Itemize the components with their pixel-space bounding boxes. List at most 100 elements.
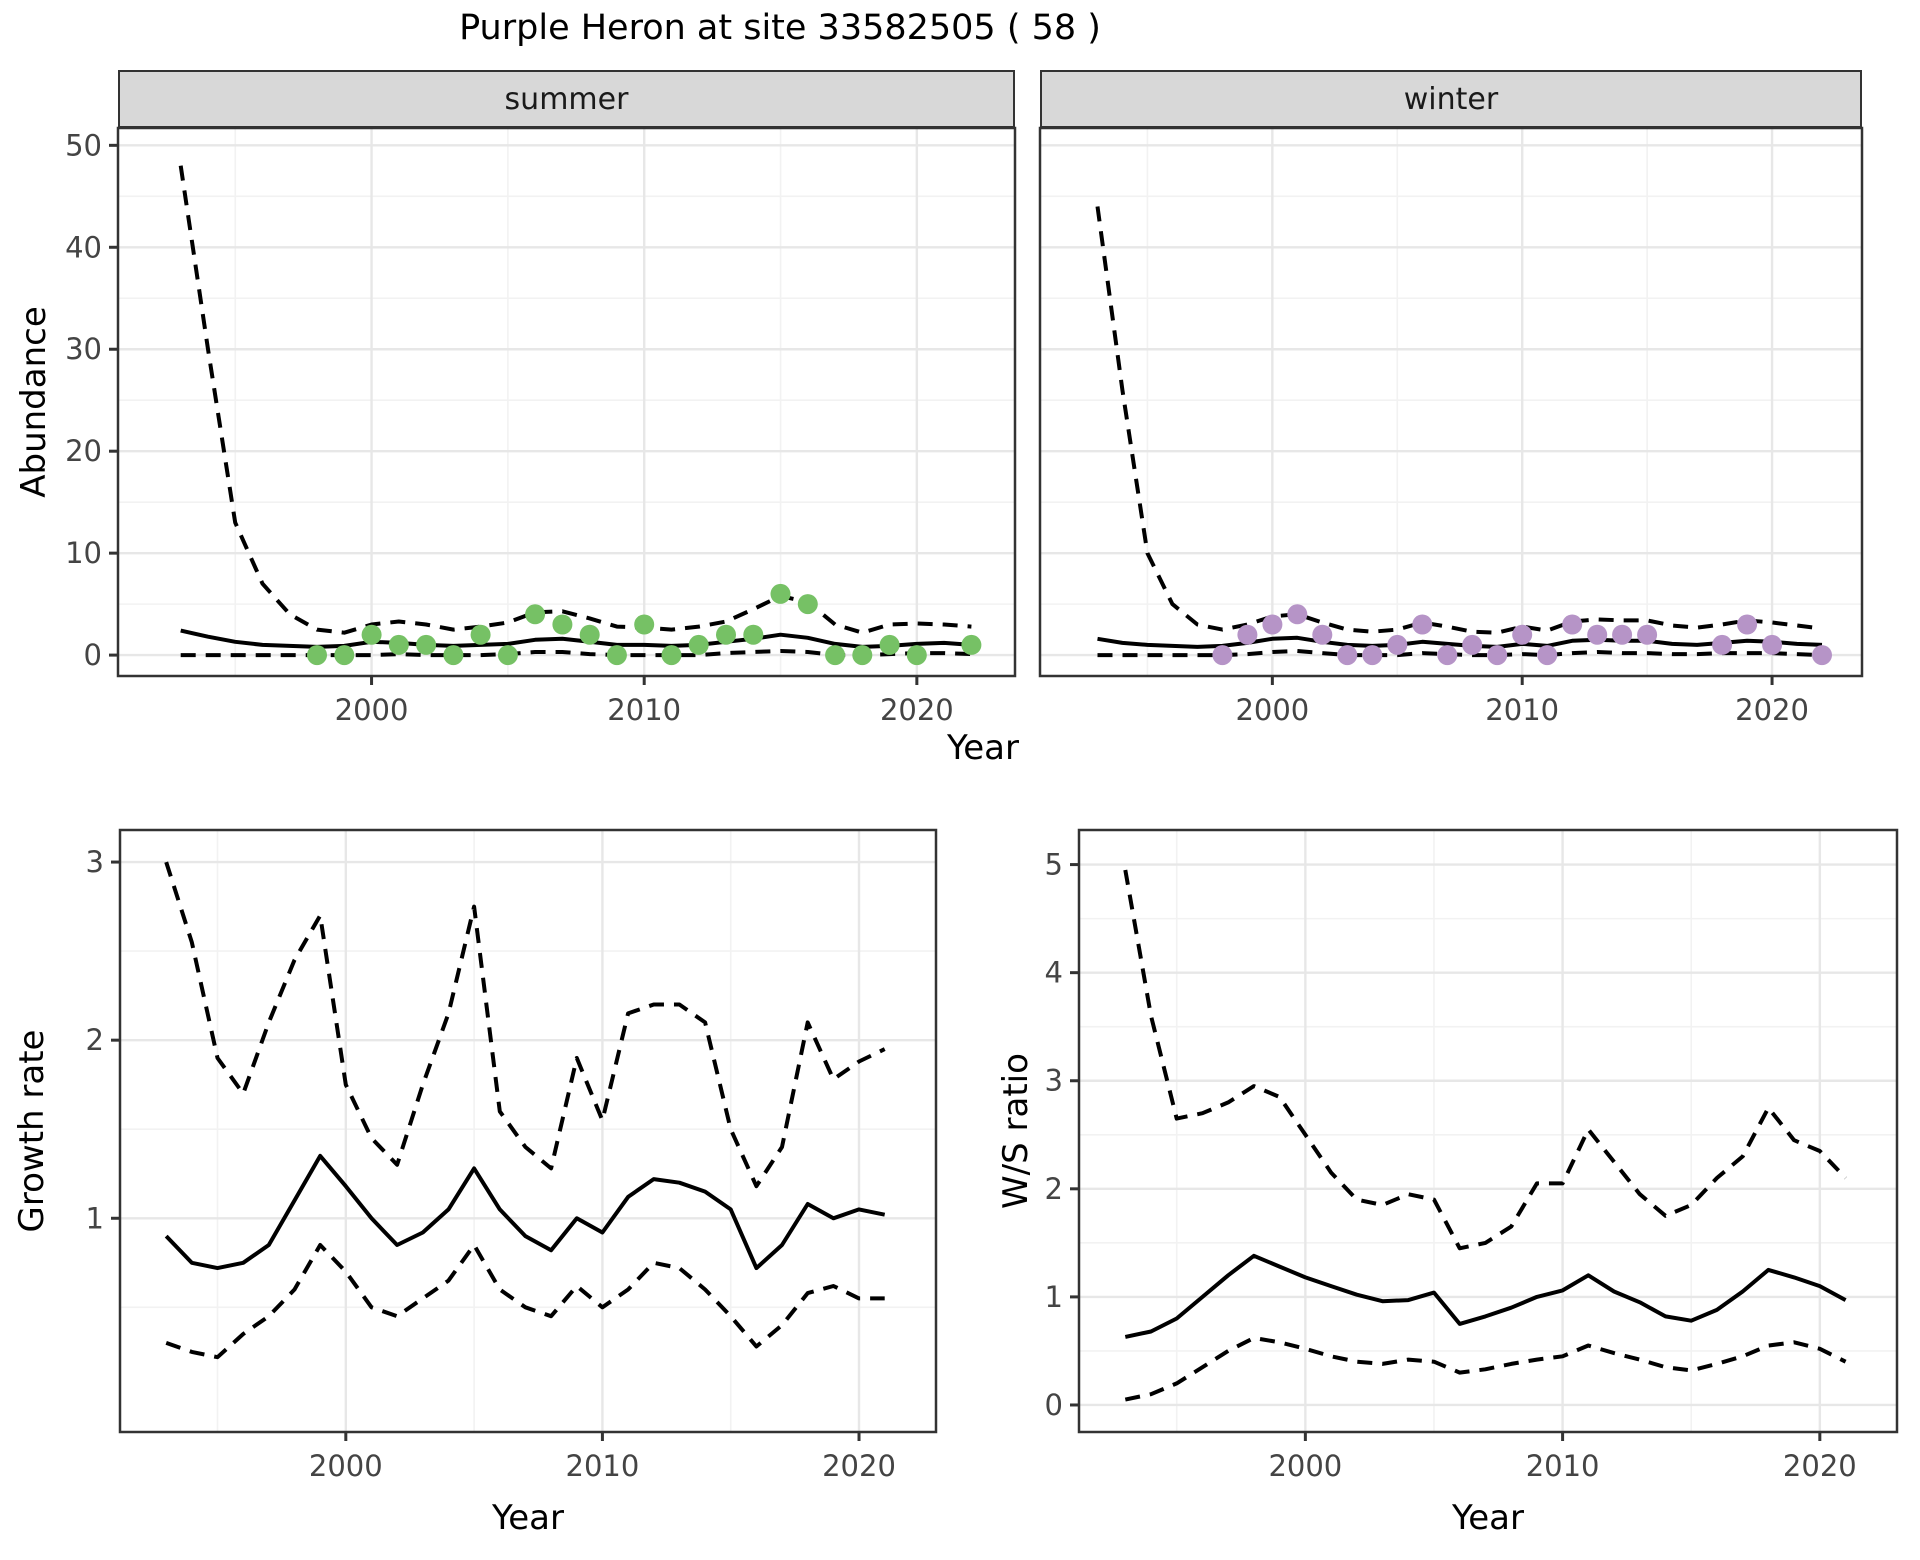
y-tick-label: 50 xyxy=(65,128,102,162)
facet-label-winter: winter xyxy=(1403,81,1499,117)
y-tick-label: 2 xyxy=(86,1023,104,1057)
abundance_winter-point xyxy=(1362,645,1383,666)
abundance_winter-point xyxy=(1512,624,1533,645)
series-group-abundance_winter xyxy=(1095,206,1832,666)
y-axis-title-growth-rate: Growth rate xyxy=(12,1029,52,1233)
y-tick-label: 4 xyxy=(1045,956,1063,990)
growth_rate-median-line xyxy=(164,1153,886,1271)
abundance_winter-point xyxy=(1487,645,1508,666)
abundance_summer-point xyxy=(879,634,900,655)
abundance_summer-point xyxy=(906,645,927,666)
x-tick-label: 2020 xyxy=(880,693,954,727)
y-tick-label: 0 xyxy=(1045,1388,1063,1422)
abundance_summer-point xyxy=(852,645,873,666)
y-tick-label: 1 xyxy=(86,1201,104,1235)
facet-label-summer: summer xyxy=(504,81,629,117)
figure-title: Purple Heron at site 33582505 ( 58 ) xyxy=(459,8,1101,48)
abundance_summer-point xyxy=(361,624,382,645)
abundance_summer-point xyxy=(334,645,355,666)
abundance_winter-point xyxy=(1587,624,1608,645)
y-tick-label: 0 xyxy=(84,638,102,672)
x-tick-label: 2020 xyxy=(1735,693,1809,727)
abundance_summer-point xyxy=(470,624,491,645)
abundance_winter-point xyxy=(1637,624,1658,645)
x-tick-label: 2000 xyxy=(335,693,409,727)
abundance_summer-point xyxy=(661,645,682,666)
abundance_winter-point xyxy=(1537,645,1558,666)
abundance_summer-point xyxy=(797,594,818,615)
abundance_winter-point xyxy=(1462,634,1483,655)
abundance_winter-point xyxy=(1762,634,1783,655)
abundance_summer-point xyxy=(416,634,437,655)
x-tick-label: 2020 xyxy=(822,1449,896,1483)
abundance_summer-point xyxy=(579,624,600,645)
panel-growth_rate: 2000 2010 2020 1 2 3 xyxy=(86,828,938,1483)
abundance_summer-point xyxy=(606,645,627,666)
abundance_winter-lower_95ci-line xyxy=(1097,649,1823,658)
y-axis-title-ws-ratio: W/S ratio xyxy=(996,1053,1036,1209)
abundance_summer-point xyxy=(716,624,736,645)
series-group-abundance_summer xyxy=(178,165,982,666)
panel-abundance_winter: 2000 2010 2020 xyxy=(1038,126,1864,727)
panel-ws_ratio: 2000 2010 2020 0 1 2 3 4 5 xyxy=(1045,828,1899,1483)
x-tick-label: 2000 xyxy=(1235,693,1309,727)
growth_rate-upper_95ci-line xyxy=(164,861,886,1189)
x-axis-title-year-top: Year xyxy=(947,728,1019,768)
ws_ratio-median-line xyxy=(1124,1253,1847,1339)
facet-strip-winter: winter xyxy=(1040,70,1862,128)
ws_ratio-upper_95ci-line xyxy=(1123,869,1848,1251)
series-group-ws_ratio xyxy=(1123,869,1848,1402)
abundance_winter-point xyxy=(1212,645,1233,666)
abundance_summer-point xyxy=(688,634,709,655)
x-axis-title-year-growth: Year xyxy=(492,1498,564,1538)
abundance_winter-upper_95ci-line xyxy=(1095,206,1823,635)
abundance_summer-point xyxy=(634,614,655,635)
abundance_summer-point xyxy=(961,634,982,655)
abundance_winter-point xyxy=(1312,624,1333,645)
y-tick-label: 30 xyxy=(65,332,102,366)
y-tick-label: 1 xyxy=(1045,1280,1063,1314)
abundance_winter-point xyxy=(1287,604,1308,625)
x-tick-label: 2010 xyxy=(566,1449,640,1483)
abundance_winter-point xyxy=(1737,614,1758,635)
panel-abundance_summer: 2000 2010 2020 0 10 20 30 40 50 xyxy=(65,126,1017,727)
y-tick-label: 20 xyxy=(65,434,102,468)
y-tick-label: 2 xyxy=(1045,1172,1063,1206)
y-tick-label: 10 xyxy=(65,536,102,570)
abundance_winter-point xyxy=(1812,645,1832,666)
x-tick-label: 2000 xyxy=(1268,1449,1342,1483)
x-tick-label: 2010 xyxy=(1485,693,1559,727)
growth_rate-lower_95ci-line xyxy=(165,1243,885,1360)
abundance_winter-point xyxy=(1712,634,1733,655)
y-axis-title-abundance: Abundance xyxy=(14,306,54,498)
abundance_winter-point xyxy=(1237,624,1258,645)
abundance_winter-point xyxy=(1562,614,1583,635)
abundance_winter-point xyxy=(1612,624,1633,645)
abundance_summer-point xyxy=(743,624,764,645)
abundance_summer-point xyxy=(497,645,518,666)
abundance_winter-point xyxy=(1387,634,1408,655)
abundance_summer-upper_95ci-line xyxy=(178,165,972,635)
abundance_summer-point xyxy=(825,645,846,666)
series-group-growth_rate xyxy=(164,861,886,1360)
abundance_winter-point xyxy=(1412,614,1433,635)
x-tick-label: 2010 xyxy=(607,693,681,727)
x-tick-label: 2000 xyxy=(309,1449,383,1483)
y-tick-label: 5 xyxy=(1045,848,1063,882)
abundance_summer-point xyxy=(525,604,546,625)
abundance_summer-point xyxy=(443,645,464,666)
abundance_summer-point xyxy=(307,645,327,666)
abundance_summer-point xyxy=(388,634,409,655)
x-axis-title-year-ws: Year xyxy=(1452,1498,1524,1538)
y-tick-label: 3 xyxy=(1045,1064,1063,1098)
abundance_winter-point xyxy=(1262,614,1283,635)
facet-strip-summer: summer xyxy=(118,70,1015,128)
abundance_winter-point xyxy=(1337,645,1358,666)
x-tick-label: 2020 xyxy=(1783,1449,1857,1483)
abundance_summer-point xyxy=(770,583,791,604)
y-tick-label: 3 xyxy=(86,845,104,879)
ws_ratio-lower_95ci-line xyxy=(1124,1336,1847,1402)
y-tick-label: 40 xyxy=(65,230,102,264)
